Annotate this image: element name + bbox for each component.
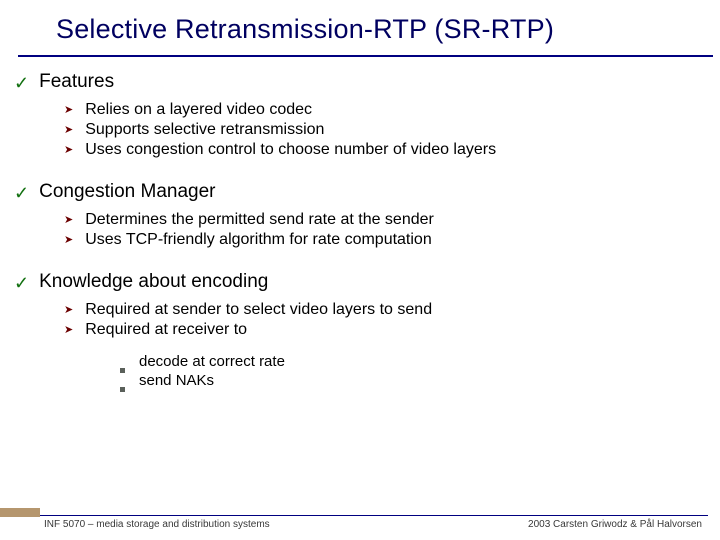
sub-list-item-label: decode at correct rate: [139, 353, 285, 370]
list-item-label: Supports selective retransmission: [85, 121, 324, 139]
arrow-icon: ➤: [64, 213, 73, 226]
checkmark-icon: ✓: [14, 74, 29, 92]
slide-title: Selective Retransmission-RTP (SR-RTP): [56, 14, 720, 45]
square-icon: [120, 368, 125, 373]
footer-text: INF 5070 – media storage and distributio…: [0, 516, 720, 530]
list-item-label: Uses TCP-friendly algorithm for rate com…: [85, 231, 432, 249]
section-heading: ✓ Knowledge about encoding: [0, 271, 720, 293]
arrow-icon: ➤: [64, 233, 73, 246]
arrow-icon: ➤: [64, 303, 73, 316]
arrow-icon: ➤: [64, 323, 73, 336]
list-item: ➤ Determines the permitted send rate at …: [64, 211, 720, 229]
section-heading-label: Features: [39, 71, 114, 93]
footer-right-text: 2003 Carsten Griwodz & Pål Halvorsen: [528, 519, 702, 530]
sub-list-item: decode at correct rate: [120, 353, 720, 370]
footer-line-wrap: [0, 515, 720, 516]
sub-list-item: send NAKs: [120, 372, 720, 389]
list-item: ➤ Uses TCP-friendly algorithm for rate c…: [64, 231, 720, 249]
footer: INF 5070 – media storage and distributio…: [0, 515, 720, 530]
list-item: ➤ Uses congestion control to choose numb…: [64, 141, 720, 159]
arrow-icon: ➤: [64, 143, 73, 156]
list-item: ➤ Required at sender to select video lay…: [64, 301, 720, 319]
sub-list-item-label: send NAKs: [139, 372, 214, 389]
list-item: ➤ Supports selective retransmission: [64, 121, 720, 139]
section-heading-label: Knowledge about encoding: [39, 271, 268, 293]
spacer: [0, 171, 720, 181]
list-item-label: Required at receiver to: [85, 321, 247, 339]
title-wrap: Selective Retransmission-RTP (SR-RTP): [0, 0, 720, 49]
square-icon: [120, 387, 125, 392]
arrow-icon: ➤: [64, 103, 73, 116]
sub-bullet-list: decode at correct rate send NAKs: [0, 351, 720, 399]
list-item-label: Required at sender to select video layer…: [85, 301, 432, 319]
checkmark-icon: ✓: [14, 274, 29, 292]
bullet-list: ➤ Determines the permitted send rate at …: [0, 207, 720, 261]
footer-accent-bar: [0, 508, 40, 517]
list-item: ➤ Relies on a layered video codec: [64, 101, 720, 119]
checkmark-icon: ✓: [14, 184, 29, 202]
footer-left-text: INF 5070 – media storage and distributio…: [44, 519, 270, 530]
spacer: [0, 261, 720, 271]
section-heading-label: Congestion Manager: [39, 181, 215, 203]
section-heading: ✓ Congestion Manager: [0, 181, 720, 203]
arrow-icon: ➤: [64, 123, 73, 136]
bullet-list: ➤ Required at sender to select video lay…: [0, 297, 720, 351]
slide: Selective Retransmission-RTP (SR-RTP) ✓ …: [0, 0, 720, 540]
section-heading: ✓ Features: [0, 71, 720, 93]
footer-divider: [38, 515, 708, 516]
list-item-label: Determines the permitted send rate at th…: [85, 211, 434, 229]
list-item-label: Relies on a layered video codec: [85, 101, 312, 119]
list-item: ➤ Required at receiver to: [64, 321, 720, 339]
bullet-list: ➤ Relies on a layered video codec ➤ Supp…: [0, 97, 720, 171]
content-area: ✓ Features ➤ Relies on a layered video c…: [0, 57, 720, 399]
list-item-label: Uses congestion control to choose number…: [85, 141, 496, 159]
